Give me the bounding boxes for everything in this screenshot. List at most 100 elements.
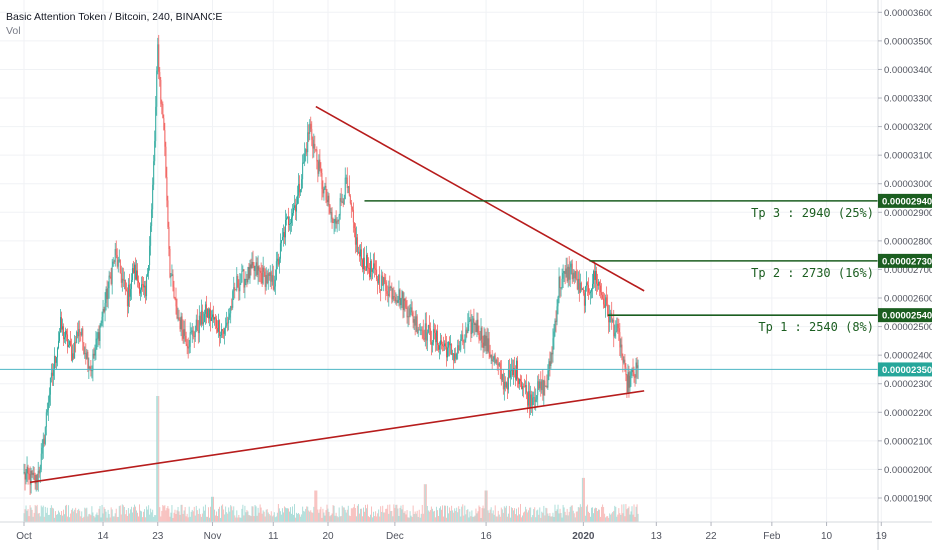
candle-body: [134, 264, 135, 274]
candle-body: [241, 271, 243, 283]
volume-bar: [464, 505, 466, 522]
candle-body: [68, 344, 70, 348]
volume-bar: [469, 511, 471, 522]
volume-bar: [151, 512, 153, 522]
volume-bar: [518, 507, 519, 522]
candle-body: [61, 317, 62, 330]
volume-bar: [320, 506, 322, 522]
volume-bar: [422, 513, 424, 522]
candle-body: [79, 328, 81, 333]
volume-bar: [459, 508, 461, 522]
candle-body: [262, 267, 264, 284]
volume-bar: [357, 504, 359, 522]
volume-bar: [207, 507, 209, 522]
volume-bar: [278, 508, 280, 522]
volume-bar: [43, 516, 45, 522]
candle-body: [294, 205, 296, 208]
volume-bar: [424, 484, 426, 522]
candle-body: [377, 278, 379, 284]
candle-body: [565, 268, 567, 274]
candle-body: [226, 322, 228, 326]
volume-bar: [492, 510, 494, 522]
volume-bar: [202, 506, 204, 522]
candle-body: [389, 286, 391, 288]
candle-body: [142, 284, 144, 286]
volume-bar: [452, 510, 454, 522]
candle-body: [540, 381, 542, 391]
candle-body: [476, 319, 478, 332]
volume-bar: [54, 511, 56, 522]
volume-bar: [225, 506, 227, 522]
candle-body: [157, 44, 159, 71]
volume-bar: [299, 514, 301, 522]
candle-body: [539, 381, 541, 389]
candle-body: [506, 382, 508, 390]
volume-bar: [572, 510, 574, 522]
volume-bar: [396, 504, 398, 522]
candle-body: [410, 307, 412, 309]
volume-bar: [50, 505, 52, 522]
candle-body: [549, 361, 551, 367]
candle-body: [260, 270, 262, 274]
candle-body: [548, 361, 550, 371]
volume-bar: [293, 514, 294, 522]
volume-bar: [548, 515, 550, 522]
candle-body: [287, 216, 288, 218]
candle-body: [185, 335, 187, 345]
candle-body: [293, 207, 294, 214]
candle-body: [97, 332, 99, 339]
volume-bar: [302, 506, 304, 522]
volume-bar: [55, 514, 57, 522]
candle-body: [46, 410, 48, 413]
candle-body: [122, 278, 124, 281]
volume-bar: [621, 504, 623, 522]
candle-body: [558, 276, 560, 297]
candle-body: [189, 332, 191, 347]
candle-body: [382, 275, 384, 286]
volume-bar: [252, 506, 254, 522]
volume-bar: [91, 506, 93, 522]
time-axis[interactable]: Oct 14 23 Nov 11 20 Dec 16 2020 13 22 Feb 10 19: [0, 521, 932, 542]
volume-bar: [463, 515, 465, 522]
volume-bar: [400, 505, 402, 522]
candle-body: [35, 474, 37, 484]
candle-body: [96, 338, 98, 340]
volume-bar: [576, 511, 578, 522]
price-axis[interactable]: 0.00001900 0.00002000 0.00002100 0.00002200…: [877, 0, 932, 550]
volume-bar: [205, 516, 207, 522]
candle-body: [132, 268, 134, 274]
volume-bar: [191, 509, 193, 522]
candle-body: [95, 338, 97, 350]
candle-body: [546, 385, 548, 388]
candle-body: [341, 201, 343, 203]
volume-bar: [432, 511, 434, 522]
volume-bar: [250, 516, 252, 522]
volume-bar: [527, 512, 529, 522]
candle-body: [497, 363, 499, 366]
volume-legend[interactable]: Vol: [6, 25, 21, 37]
volume-bar: [166, 508, 168, 522]
volume-bar: [529, 507, 531, 522]
candle-body: [544, 380, 546, 387]
volume-bar: [556, 509, 558, 522]
volume-bar: [177, 506, 179, 522]
volume-bar: [157, 396, 159, 522]
candle-body: [237, 276, 239, 288]
volume-bar: [112, 516, 114, 522]
symbol-title[interactable]: Basic Attention Token / Bitcoin, 240, BI…: [6, 11, 223, 23]
volume-bar: [575, 511, 577, 522]
volume-bar: [125, 510, 127, 522]
candle-body: [123, 280, 125, 281]
volume-bar: [484, 490, 486, 522]
candle-body: [151, 209, 153, 227]
candle-body: [516, 360, 517, 380]
volume-bar: [192, 511, 194, 522]
candle-body: [194, 330, 196, 337]
candle-body: [524, 386, 526, 388]
volume-bar: [537, 509, 539, 522]
candle-body: [460, 339, 462, 350]
candle-body: [354, 227, 356, 245]
candle-body: [217, 327, 218, 332]
candle-body: [106, 288, 108, 300]
